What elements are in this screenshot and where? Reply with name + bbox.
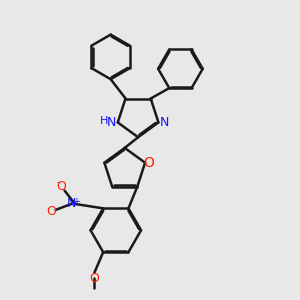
Text: -: - (56, 177, 60, 187)
Text: O: O (89, 272, 99, 285)
Text: N: N (106, 116, 116, 129)
Text: +: + (71, 197, 80, 207)
Text: N: N (160, 116, 169, 129)
Text: O: O (46, 205, 56, 218)
Text: O: O (143, 156, 154, 170)
Text: H: H (100, 116, 109, 126)
Text: O: O (57, 180, 67, 193)
Text: N: N (67, 197, 76, 210)
